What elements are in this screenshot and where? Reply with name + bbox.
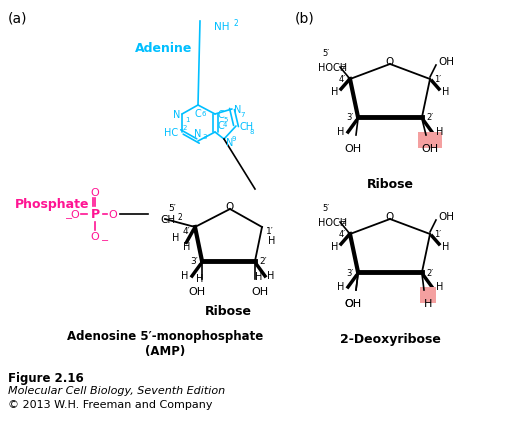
Text: H: H [442, 242, 449, 251]
Text: O: O [71, 210, 79, 219]
Text: −: − [101, 236, 109, 245]
Text: 2: 2 [342, 64, 346, 70]
Text: 4′: 4′ [339, 75, 346, 84]
Text: OH: OH [438, 211, 454, 222]
Text: O: O [90, 187, 99, 198]
Text: H: H [331, 87, 338, 97]
Text: H: H [436, 281, 443, 291]
Text: O: O [108, 210, 117, 219]
Text: NH: NH [214, 22, 230, 32]
Text: 1: 1 [185, 117, 189, 123]
Text: 7: 7 [240, 112, 244, 118]
Text: HC: HC [164, 128, 178, 138]
Text: 2′: 2′ [426, 268, 433, 277]
Text: 3′: 3′ [346, 268, 354, 277]
Text: H: H [424, 298, 432, 308]
Text: N: N [172, 110, 180, 120]
Text: H: H [267, 271, 275, 280]
Text: H: H [196, 273, 204, 283]
Text: Adenine: Adenine [135, 42, 193, 55]
Text: −: − [65, 213, 73, 224]
Text: Phosphate: Phosphate [15, 198, 89, 211]
Text: © 2013 W.H. Freeman and Company: © 2013 W.H. Freeman and Company [8, 399, 213, 409]
Text: 2-Deoxyribose: 2-Deoxyribose [340, 332, 441, 345]
Text: CH: CH [239, 122, 253, 132]
Text: 3′: 3′ [346, 113, 354, 122]
Text: 2′: 2′ [259, 257, 267, 266]
Text: 3′: 3′ [190, 257, 198, 266]
Text: (a): (a) [8, 12, 28, 26]
Text: OH: OH [422, 144, 439, 154]
Text: 1′: 1′ [434, 230, 441, 239]
Text: C: C [217, 110, 224, 120]
Text: 2: 2 [234, 19, 239, 28]
Text: H: H [331, 242, 338, 251]
Text: CH: CH [160, 215, 175, 225]
Text: O: O [386, 211, 394, 222]
Text: OH: OH [251, 286, 269, 296]
Text: 2′: 2′ [426, 113, 433, 122]
Text: N: N [234, 105, 241, 115]
Text: OH: OH [188, 286, 206, 296]
Text: O: O [226, 201, 234, 211]
Text: 8: 8 [249, 129, 253, 135]
Text: Figure 2.16: Figure 2.16 [8, 371, 84, 384]
Text: 6: 6 [202, 111, 206, 117]
Text: 2: 2 [342, 219, 346, 225]
Text: OH: OH [438, 57, 454, 67]
Text: O: O [90, 231, 99, 242]
Text: 5′: 5′ [322, 204, 329, 213]
Text: H: H [442, 87, 449, 97]
Text: N: N [226, 138, 233, 148]
Text: H: H [184, 242, 190, 251]
Text: 4′: 4′ [183, 227, 190, 236]
Text: P: P [90, 208, 99, 221]
Text: H: H [268, 236, 276, 245]
Text: 1′: 1′ [434, 75, 441, 84]
Text: OH: OH [344, 144, 361, 154]
Text: N: N [194, 129, 202, 139]
Text: (b): (b) [295, 12, 315, 26]
Text: Ribose: Ribose [367, 178, 414, 190]
Text: 4: 4 [223, 122, 227, 128]
Text: 5: 5 [223, 117, 227, 123]
Text: Ribose: Ribose [205, 304, 251, 317]
Text: HOCH: HOCH [318, 63, 347, 73]
Text: 5′: 5′ [168, 204, 176, 213]
Text: 2: 2 [183, 125, 187, 131]
Text: C: C [217, 121, 224, 131]
Text: 4′: 4′ [339, 230, 346, 239]
Text: H: H [171, 233, 179, 242]
Text: HOCH: HOCH [318, 218, 347, 227]
Text: Adenosine 5′-monophosphate: Adenosine 5′-monophosphate [67, 329, 263, 342]
Text: (AMP): (AMP) [145, 344, 185, 357]
Text: OH: OH [344, 298, 361, 308]
Text: H: H [436, 127, 443, 137]
Text: 9: 9 [232, 136, 236, 142]
Text: 5′: 5′ [322, 49, 329, 58]
Text: H: H [180, 271, 188, 280]
Text: C: C [195, 109, 202, 119]
Text: OH: OH [344, 298, 361, 308]
FancyBboxPatch shape [418, 132, 442, 149]
Text: 1′: 1′ [266, 227, 273, 236]
FancyBboxPatch shape [420, 287, 436, 303]
Text: H: H [336, 281, 344, 291]
Text: 3: 3 [202, 134, 206, 140]
Text: O: O [386, 57, 394, 67]
Text: H: H [336, 127, 344, 137]
Text: 2: 2 [178, 213, 183, 222]
Text: Molecular Cell Biology, Seventh Edition: Molecular Cell Biology, Seventh Edition [8, 385, 225, 395]
Text: H: H [256, 271, 263, 281]
